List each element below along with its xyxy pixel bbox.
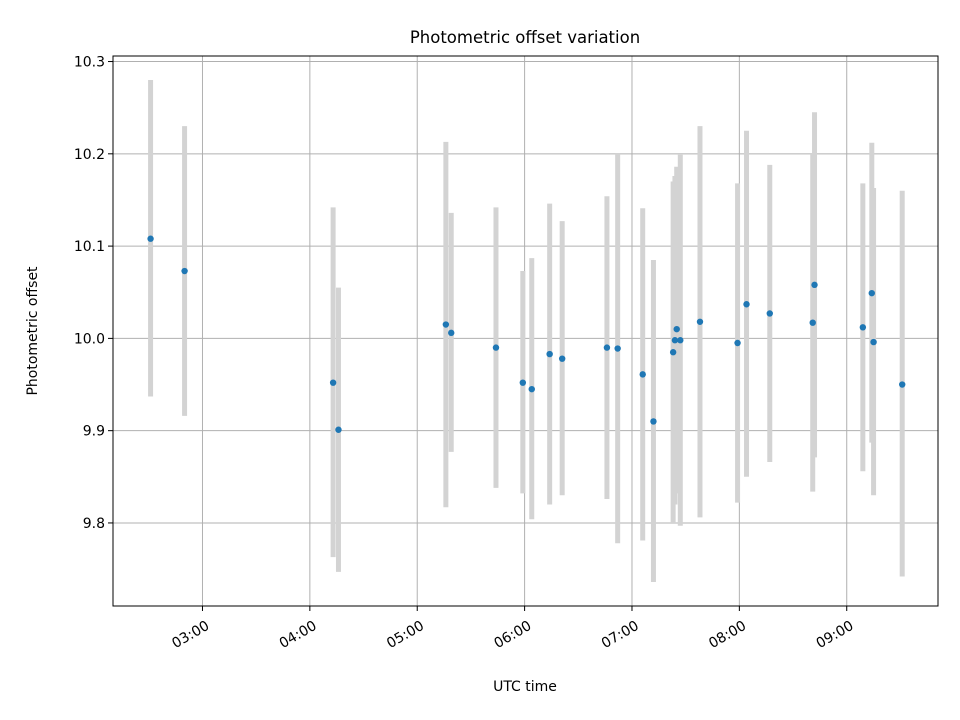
- data-point: [650, 418, 657, 425]
- data-point: [734, 339, 741, 347]
- data-point: [696, 318, 704, 325]
- data-point: [442, 321, 450, 328]
- y-tick-label: 9.8: [83, 516, 105, 532]
- data-point: [743, 301, 750, 308]
- data-point: [673, 325, 680, 333]
- data-point: [448, 329, 455, 337]
- y-tick-label: 10.2: [74, 147, 105, 163]
- data-point: [528, 385, 535, 393]
- data-point: [519, 379, 527, 386]
- data-point: [809, 319, 816, 326]
- data-point: [558, 355, 566, 362]
- data-point: [335, 426, 342, 433]
- data-point: [147, 235, 154, 242]
- data-point: [677, 337, 684, 344]
- y-axis-label: Photometric offset: [25, 266, 41, 396]
- x-axis-label: UTC time: [493, 679, 557, 695]
- data-points: [147, 235, 906, 433]
- data-point: [329, 379, 337, 386]
- data-point: [766, 310, 773, 317]
- plot-frame: [112, 55, 939, 607]
- data-point: [870, 338, 877, 346]
- data-point: [639, 371, 646, 378]
- data-point: [899, 381, 906, 388]
- data-point: [492, 344, 500, 351]
- data-point: [669, 349, 677, 356]
- y-tick-label: 9.9: [83, 424, 105, 440]
- chart-title: Photometric offset variation: [410, 28, 640, 47]
- data-point: [614, 345, 621, 352]
- data-point: [868, 289, 875, 297]
- data-point: [859, 324, 867, 331]
- y-tick-label: 10.3: [74, 55, 105, 71]
- y-tick-label: 10.0: [74, 331, 105, 347]
- grid: [113, 56, 938, 606]
- data-point: [671, 337, 679, 344]
- y-tick-label: 10.1: [74, 239, 105, 255]
- data-point: [811, 281, 818, 289]
- data-point: [603, 344, 611, 351]
- data-point: [181, 267, 188, 275]
- y-axis-ticks: 9.8 9.9 10.0 10.1 10.2 10.3: [74, 55, 113, 532]
- data-point: [546, 350, 553, 358]
